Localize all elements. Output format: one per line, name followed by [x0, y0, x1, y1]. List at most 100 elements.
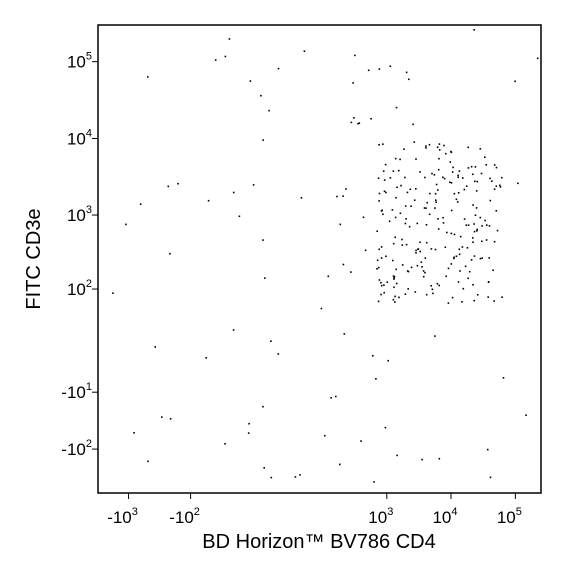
data-point: [377, 300, 380, 303]
data-point: [169, 418, 172, 420]
data-point: [406, 191, 409, 194]
data-point: [419, 171, 421, 173]
data-point: [425, 145, 427, 147]
data-point: [525, 414, 527, 416]
data-point: [458, 253, 461, 256]
data-point: [472, 237, 474, 239]
data-point: [395, 282, 398, 285]
data-point: [414, 291, 417, 293]
data-point: [388, 220, 391, 223]
data-point: [447, 267, 450, 270]
data-point: [264, 277, 266, 279]
data-point: [364, 249, 367, 252]
data-point: [415, 188, 417, 190]
data-point: [459, 270, 461, 272]
data-point: [493, 164, 496, 166]
data-point: [442, 176, 444, 179]
data-point: [395, 106, 398, 109]
data-point: [470, 259, 473, 261]
data-point: [424, 271, 426, 274]
data-point: [380, 257, 383, 259]
data-point: [392, 298, 395, 301]
data-point: [207, 199, 210, 202]
data-point: [394, 157, 397, 160]
data-point: [417, 248, 419, 250]
data-point: [453, 192, 456, 195]
data-point: [262, 139, 264, 141]
data-point: [377, 266, 380, 269]
data-point: [416, 264, 419, 267]
data-point: [354, 54, 356, 57]
data-point: [270, 340, 272, 342]
data-point: [380, 246, 383, 248]
data-point: [428, 143, 431, 146]
y-tick-label-0: -102: [61, 438, 92, 459]
x-tick-label-3: 104: [432, 506, 457, 527]
data-point: [224, 443, 226, 445]
data-point: [303, 50, 306, 52]
data-point: [493, 240, 496, 243]
data-point: [437, 189, 439, 191]
data-point: [423, 207, 426, 209]
data-point: [421, 458, 423, 461]
data-point: [357, 122, 359, 125]
data-point: [435, 201, 437, 203]
data-point: [392, 170, 395, 172]
data-point: [262, 239, 264, 241]
data-point: [476, 228, 478, 231]
data-point: [277, 67, 280, 70]
data-point: [453, 257, 455, 260]
data-point: [385, 255, 387, 258]
data-point: [205, 357, 207, 359]
data-point: [345, 188, 347, 190]
data-point: [367, 69, 370, 72]
y-tick-label-1: -101: [61, 381, 92, 402]
data-point: [434, 207, 436, 209]
data-point: [493, 300, 495, 302]
data-point: [324, 434, 326, 437]
y-tick-label-5: 105: [67, 51, 92, 72]
data-point: [147, 460, 149, 463]
data-point: [403, 148, 405, 150]
data-point: [404, 205, 407, 207]
data-point: [383, 284, 385, 286]
data-point: [472, 284, 474, 286]
data-point: [350, 121, 353, 124]
data-point: [476, 230, 478, 232]
data-point: [384, 426, 387, 429]
data-point: [476, 180, 479, 183]
data-point: [453, 233, 456, 236]
data-point: [404, 293, 407, 295]
data-point: [449, 161, 452, 163]
data-point: [481, 225, 483, 227]
data-point: [380, 293, 382, 296]
data-point: [484, 156, 486, 158]
data-point: [479, 257, 482, 260]
data-point: [461, 301, 463, 303]
data-point: [429, 192, 431, 195]
data-point: [177, 182, 179, 185]
data-point: [383, 291, 385, 294]
data-point: [343, 333, 346, 335]
data-point: [404, 176, 406, 179]
data-point: [447, 302, 450, 304]
data-point: [443, 144, 445, 147]
data-point: [399, 158, 401, 161]
data-point: [428, 213, 431, 216]
data-point: [426, 201, 428, 204]
data-point: [262, 405, 264, 408]
data-point: [389, 177, 392, 179]
data-point: [450, 151, 453, 154]
data-point: [481, 257, 483, 259]
data-point: [481, 240, 483, 243]
data-point: [320, 307, 323, 310]
data-point: [473, 255, 476, 257]
data-point: [232, 191, 235, 194]
data-point: [380, 284, 383, 287]
x-tick-label-1: -102: [169, 506, 200, 527]
data-point: [401, 238, 403, 241]
data-point: [335, 395, 337, 398]
data-point: [248, 422, 250, 425]
data-point: [167, 185, 170, 188]
data-point: [514, 80, 516, 83]
